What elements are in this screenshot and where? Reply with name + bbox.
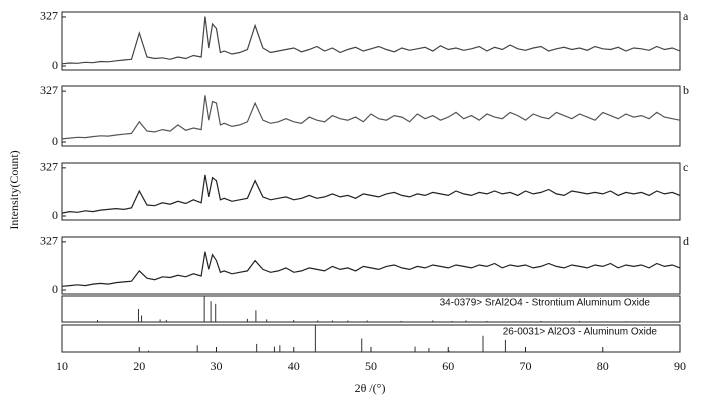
x-axis-label: 2θ /(°): [355, 381, 386, 395]
reference-label: 34-0379> SrAl2O4 - Strontium Aluminum Ox…: [440, 298, 651, 309]
x-tick-label: 70: [520, 359, 532, 373]
x-tick-label: 40: [288, 359, 300, 373]
x-tick-label: 90: [674, 359, 686, 373]
panel-letter: b: [683, 83, 689, 97]
panel-frame: [61, 85, 681, 147]
series-line: [61, 174, 681, 214]
y-tick-label: 0: [52, 282, 58, 296]
panel-frame: [61, 236, 681, 295]
y-tick-label: 0: [52, 134, 58, 148]
x-tick-label: 80: [597, 359, 609, 373]
panel-frame: [61, 11, 681, 71]
series-line: [61, 251, 681, 287]
x-tick-label: 60: [442, 359, 454, 373]
x-tick-label: 10: [56, 359, 68, 373]
y-tick-label: 0: [52, 58, 58, 72]
y-tick-label: 327: [40, 83, 58, 97]
reference-label: 26-0031> Al2O3 - Aluminum Oxide: [503, 327, 658, 338]
x-tick-label: 30: [211, 359, 223, 373]
series-line: [61, 16, 681, 65]
series-line: [61, 95, 681, 140]
reference-frame: [61, 295, 681, 323]
panel-letter: a: [683, 9, 689, 23]
y-tick-label: 0: [52, 208, 58, 222]
y-tick-label: 327: [40, 234, 58, 248]
panel-frame: [61, 162, 681, 221]
x-tick-label: 50: [365, 359, 377, 373]
x-tick-label: 20: [133, 359, 145, 373]
y-axis-label: Intensity(Count): [7, 150, 21, 229]
panel-letter: d: [683, 234, 689, 248]
y-tick-label: 327: [40, 9, 58, 23]
y-tick-label: 327: [40, 160, 58, 174]
panel-letter: c: [683, 160, 688, 174]
